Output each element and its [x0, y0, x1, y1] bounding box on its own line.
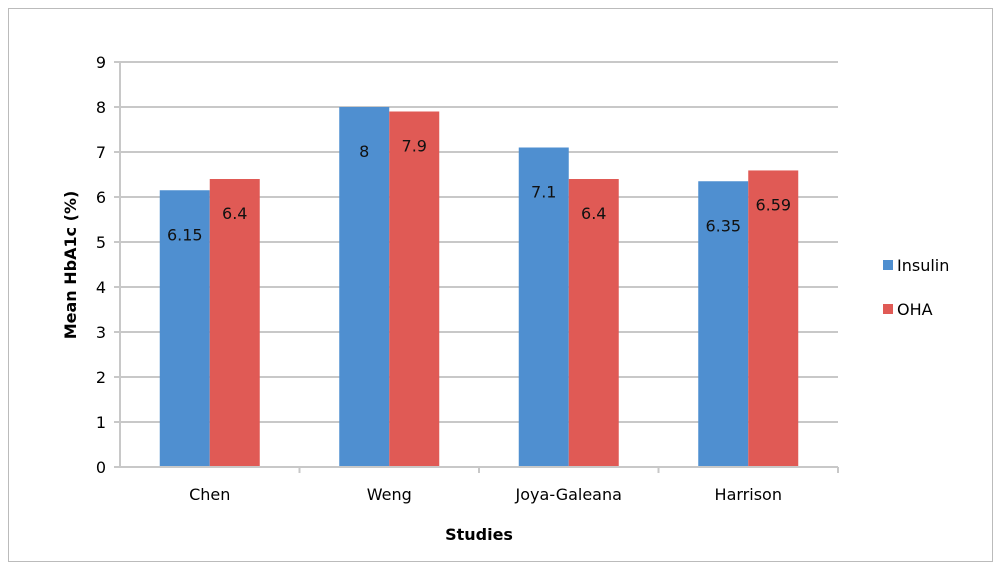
x-tick-label: Weng	[367, 485, 412, 504]
legend-swatch-oha	[883, 304, 893, 314]
x-axis-title: Studies	[445, 525, 513, 544]
bar-oha	[389, 111, 440, 467]
data-label: 6.4	[222, 204, 247, 223]
legend-label: Insulin	[897, 256, 949, 275]
data-label: 6.59	[755, 195, 791, 214]
bar-insulin	[518, 147, 569, 467]
x-tick-label: Chen	[189, 485, 230, 504]
bar-oha	[568, 179, 619, 467]
y-tick-label: 7	[96, 143, 106, 162]
data-label: 7.1	[531, 183, 556, 202]
chart-border	[8, 8, 993, 562]
legend-label: OHA	[897, 300, 933, 319]
bar-insulin	[339, 107, 390, 467]
data-label: 6.15	[167, 225, 203, 244]
y-tick-label: 8	[96, 98, 106, 117]
y-tick-label: 2	[96, 368, 106, 387]
y-tick-label: 4	[96, 278, 106, 297]
y-tick-label: 0	[96, 458, 106, 477]
bar-insulin	[159, 190, 210, 467]
data-label: 6.4	[581, 204, 606, 223]
x-tick-label: Joya-Galeana	[515, 485, 622, 504]
y-tick-label: 6	[96, 188, 106, 207]
y-tick-label: 1	[96, 413, 106, 432]
bar-oha	[209, 179, 260, 467]
y-tick-label: 3	[96, 323, 106, 342]
data-label: 7.9	[402, 137, 427, 156]
x-tick-label: Harrison	[715, 485, 782, 504]
y-axis-title: Mean HbA1c (%)	[61, 191, 80, 340]
y-tick-label: 5	[96, 233, 106, 252]
bar-oha	[748, 170, 799, 467]
data-label: 6.35	[705, 216, 741, 235]
y-tick-label: 9	[96, 53, 106, 72]
data-label: 8	[359, 142, 369, 161]
bar-insulin	[698, 181, 749, 467]
legend-swatch-insulin	[883, 260, 893, 270]
